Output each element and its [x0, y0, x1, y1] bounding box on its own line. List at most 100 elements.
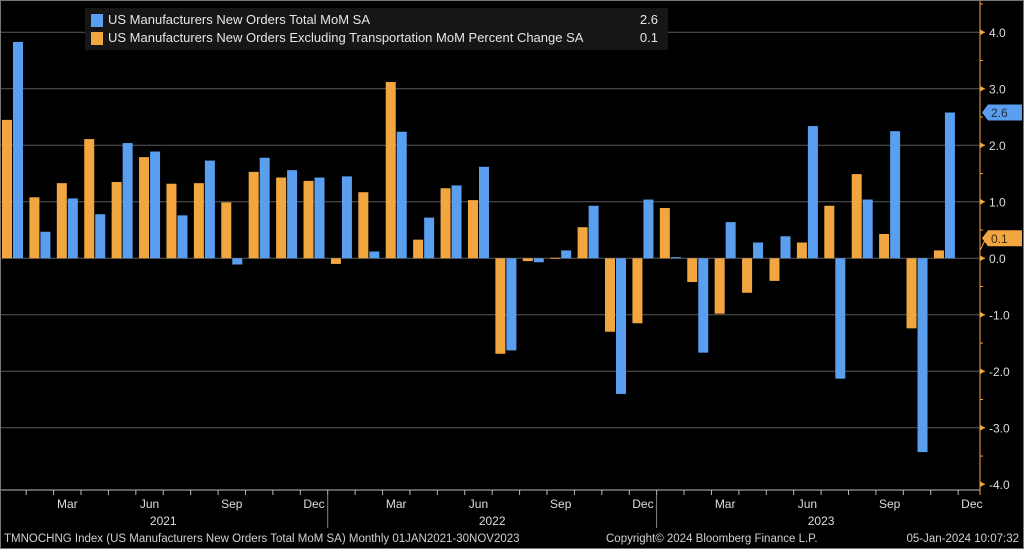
y-tick-label: 2.0	[989, 139, 1006, 153]
bar-ex-transport	[879, 234, 890, 259]
legend-value: 0.1	[639, 30, 658, 45]
bar-ex-transport	[687, 258, 698, 283]
x-year-label: 2021	[150, 514, 177, 528]
bar-ex-transport	[467, 200, 478, 259]
bar-ex-transport	[550, 257, 561, 259]
bar-total	[561, 250, 572, 259]
bar-total	[835, 258, 846, 379]
y-tick-marker	[980, 481, 985, 488]
bar-ex-transport	[84, 139, 95, 259]
bar-ex-transport	[248, 171, 259, 259]
bar-ex-transport	[193, 183, 204, 259]
bar-total	[67, 198, 78, 259]
bar-ex-transport	[605, 258, 616, 332]
x-year-label: 2023	[808, 514, 835, 528]
footer-copyright: Copyright© 2024 Bloomberg Finance L.P.	[606, 533, 818, 545]
bar-total	[533, 258, 544, 263]
bar-total	[917, 258, 928, 453]
y-tick-marker	[980, 198, 985, 205]
y-tick-label: -1.0	[989, 308, 1010, 322]
bar-ex-transport	[413, 239, 424, 259]
legend-swatch-blue	[91, 13, 103, 27]
last-value-tag-ex-transport	[982, 230, 1022, 247]
x-tick-label: Dec	[961, 497, 982, 511]
bar-total	[890, 131, 901, 259]
y-tick-marker	[980, 368, 985, 375]
bar-ex-transport	[933, 250, 944, 259]
bar-total	[396, 131, 407, 259]
bar-total	[588, 205, 599, 259]
bar-total	[807, 126, 818, 259]
bar-total	[506, 258, 517, 351]
bar-total	[369, 251, 380, 259]
bar-ex-transport	[303, 180, 314, 259]
x-tick-label: Sep	[221, 497, 243, 511]
bar-total	[670, 257, 681, 259]
x-tick-label: Mar	[57, 497, 78, 511]
bar-ex-transport	[440, 188, 451, 259]
legend: US Manufacturers New Orders Total MoM SA…	[85, 8, 668, 50]
x-tick-label: Mar	[386, 497, 407, 511]
y-tick-marker	[980, 424, 985, 431]
bar-total	[478, 166, 489, 259]
bar-ex-transport	[29, 197, 40, 259]
bar-ex-transport	[2, 119, 12, 259]
legend-label: US Manufacturers New Orders Total MoM SA	[108, 12, 371, 27]
bar-total	[95, 214, 106, 259]
x-tick-label: Jun	[140, 497, 159, 511]
bar-total	[204, 160, 215, 259]
x-tick-label: Dec	[632, 497, 653, 511]
bar-ex-transport	[330, 258, 341, 264]
last-value-tag-total	[982, 104, 1022, 121]
bar-ex-transport	[522, 258, 533, 262]
bar-total	[451, 185, 462, 259]
y-tick-marker	[980, 142, 985, 149]
y-tick-label: 3.0	[989, 82, 1006, 96]
bar-ex-transport	[769, 258, 780, 281]
bar-ex-transport	[56, 183, 67, 259]
legend-swatch-orange	[91, 31, 103, 45]
footer-timestamp: 05-Jan-2024 10:07:32	[906, 533, 1019, 545]
bar-total	[40, 231, 51, 259]
legend-value: 2.6	[639, 12, 658, 27]
bar-ex-transport	[385, 82, 396, 259]
x-tick-label: Sep	[550, 497, 572, 511]
bar-ex-transport	[358, 192, 369, 259]
bar-ex-transport	[714, 258, 725, 314]
y-tick-label: 4.0	[989, 26, 1006, 40]
last-value-tag-ex-transport-text: 0.1	[991, 232, 1008, 246]
last-value-tag-total-text: 2.6	[991, 106, 1008, 120]
legend-item-ex-transport: US Manufacturers New Orders Excluding Tr…	[91, 29, 658, 47]
y-tick-marker	[980, 29, 985, 36]
bar-ex-transport	[276, 177, 287, 259]
bar-ex-transport	[577, 227, 588, 259]
bar-total	[725, 222, 736, 259]
x-tick-label: Sep	[879, 497, 901, 511]
bar-ex-transport	[111, 182, 122, 259]
y-tick-label: -3.0	[989, 421, 1010, 435]
bar-total	[780, 236, 791, 259]
bar-total	[424, 217, 435, 259]
bar-total	[643, 199, 654, 259]
bar-total	[616, 258, 627, 394]
bar-total	[862, 199, 873, 259]
bar-total	[13, 41, 23, 259]
y-tick-marker	[980, 255, 985, 262]
x-tick-label: Jun	[798, 497, 817, 511]
bar-total	[698, 258, 709, 353]
bar-ex-transport	[906, 258, 917, 329]
footer-ticker: TMNOCHNG Index (US Manufacturers New Ord…	[4, 533, 520, 545]
x-tick-label: Mar	[715, 497, 736, 511]
bar-total	[232, 258, 243, 265]
x-tick-label: Jun	[469, 497, 488, 511]
bar-total	[177, 215, 188, 259]
bar-ex-transport	[139, 157, 150, 259]
bar-total	[341, 176, 352, 259]
legend-label: US Manufacturers New Orders Excluding Tr…	[108, 30, 584, 45]
bar-ex-transport	[659, 208, 670, 259]
bar-total	[287, 170, 298, 259]
bar-total	[753, 242, 764, 259]
bar-total	[944, 112, 955, 259]
legend-item-total: US Manufacturers New Orders Total MoM SA…	[91, 11, 658, 29]
